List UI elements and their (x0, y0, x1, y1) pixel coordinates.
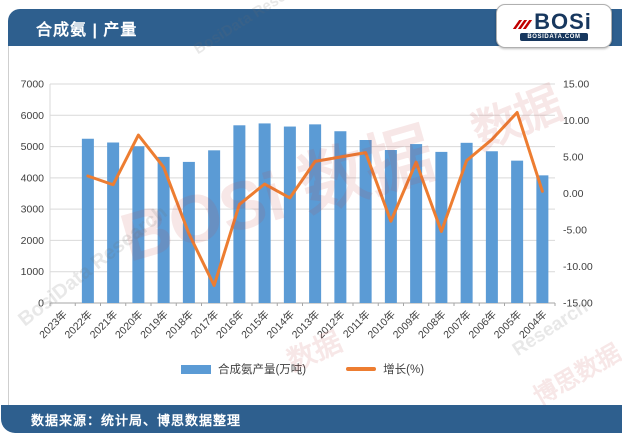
x-tick-label: 2012年 (314, 308, 347, 341)
footer-bar: 数据来源：统计局、博思数据整理 (1, 405, 622, 433)
bar-2010年 (384, 150, 397, 303)
line-series-swatch-icon (346, 367, 377, 371)
bosi-logo: BOSi BOSIDATA.COM (496, 4, 612, 48)
y-right-tick-label: -5.00 (563, 225, 587, 237)
legend-label-production: 合成氨产量(万吨) (217, 364, 307, 376)
y-right-tick-label: -15.00 (563, 298, 593, 310)
bar-2016年 (233, 125, 246, 303)
y-left-tick-label: 0 (38, 298, 44, 310)
y-left-tick-label: 3000 (21, 204, 45, 216)
card-border (8, 28, 9, 413)
bar-2017年 (208, 150, 221, 303)
bar-2013年 (309, 124, 322, 303)
y-left-tick-label: 5000 (21, 141, 45, 153)
bar-series-swatch-icon (180, 364, 211, 374)
y-right-tick-label: 10.00 (563, 115, 589, 127)
bar-2006年 (485, 151, 498, 303)
x-tick-label: 2004年 (516, 308, 549, 341)
legend-item-production: 合成氨产量(万吨) (180, 361, 307, 377)
legend-label-growth: 增长(%) (383, 364, 425, 376)
bar-2009年 (410, 144, 423, 303)
y-left-tick-label: 4000 (21, 172, 45, 184)
y-left-tick-label: 7000 (21, 79, 45, 91)
y-left-tick-label: 2000 (21, 235, 45, 247)
y-left-tick-label: 1000 (21, 266, 45, 278)
bar-2021年 (107, 142, 120, 303)
logo-domain-text: BOSIDATA.COM (520, 32, 588, 41)
y-right-tick-label: 15.00 (563, 79, 589, 91)
bar-2005年 (511, 160, 524, 303)
logo-row: BOSi (512, 8, 592, 34)
page-title: 合成氨 | 产量 (36, 21, 138, 39)
bar-2007年 (460, 142, 473, 303)
bar-2012年 (334, 131, 347, 303)
bar-2020年 (132, 146, 145, 303)
bar-2019年 (157, 156, 170, 303)
logo-brand-text: BOSi (534, 8, 592, 34)
bar-2015年 (258, 123, 271, 303)
legend-item-growth: 增长(%) (346, 361, 424, 377)
bar-2022年 (81, 138, 94, 303)
y-right-tick-label: 0.00 (563, 188, 584, 200)
logo-stripes-icon (512, 19, 533, 29)
growth-line (86, 110, 544, 287)
chart-legend: 合成氨产量(万吨) 增长(%) (50, 361, 555, 377)
bar-2011年 (359, 140, 372, 303)
data-source-text: 数据来源：统计局、博思数据整理 (31, 412, 242, 428)
y-right-tick-label: 5.00 (563, 152, 584, 164)
y-left-tick-label: 6000 (21, 110, 45, 122)
y-right-tick-label: -10.00 (563, 261, 593, 273)
bar-2014年 (283, 126, 296, 303)
bar-2004年 (536, 175, 549, 303)
